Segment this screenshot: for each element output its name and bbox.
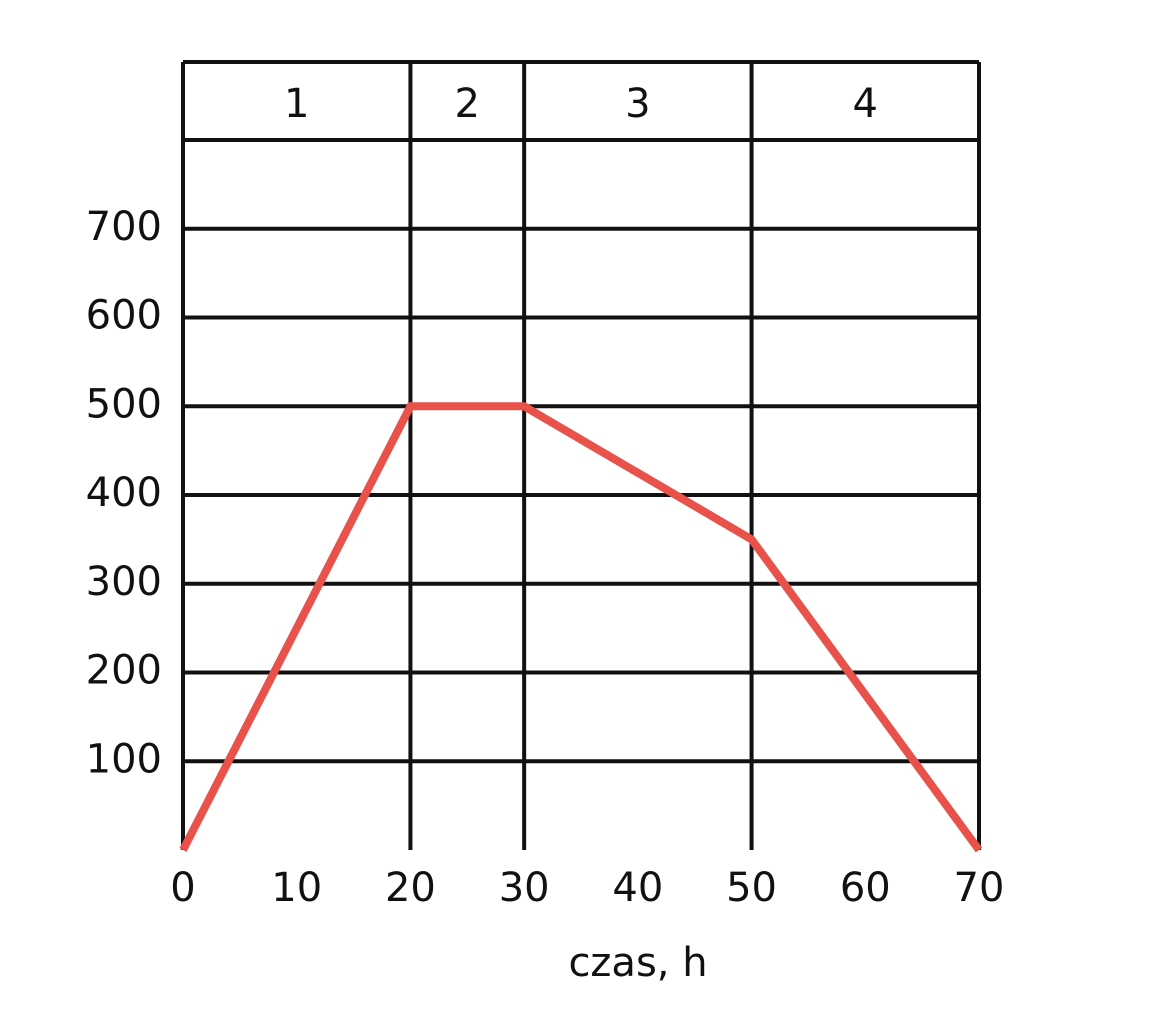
x-tick-label: 30 bbox=[499, 865, 550, 911]
x-tick-label: 40 bbox=[612, 865, 663, 911]
x-tick-label: 20 bbox=[385, 865, 436, 911]
x-tick-label: 50 bbox=[726, 865, 777, 911]
y-tick-label: 700 bbox=[86, 204, 162, 250]
y-tick-label: 500 bbox=[86, 381, 162, 427]
x-tick-label: 60 bbox=[840, 865, 891, 911]
x-tick-label: 0 bbox=[170, 865, 195, 911]
x-tick-label: 10 bbox=[271, 865, 322, 911]
x-tick-label: 70 bbox=[954, 865, 1005, 911]
phase-label: 3 bbox=[625, 81, 650, 127]
x-axis-label: czas, h bbox=[568, 940, 707, 986]
y-tick-label: 400 bbox=[86, 470, 162, 516]
phase-label: 2 bbox=[455, 81, 480, 127]
phase-label: 4 bbox=[853, 81, 878, 127]
phase-label: 1 bbox=[284, 81, 309, 127]
data-line bbox=[179, 402, 983, 853]
y-tick-label: 100 bbox=[86, 736, 162, 782]
y-tick-label: 300 bbox=[86, 559, 162, 605]
y-tick-label: 600 bbox=[86, 293, 162, 339]
y-tick-label: 200 bbox=[86, 648, 162, 694]
